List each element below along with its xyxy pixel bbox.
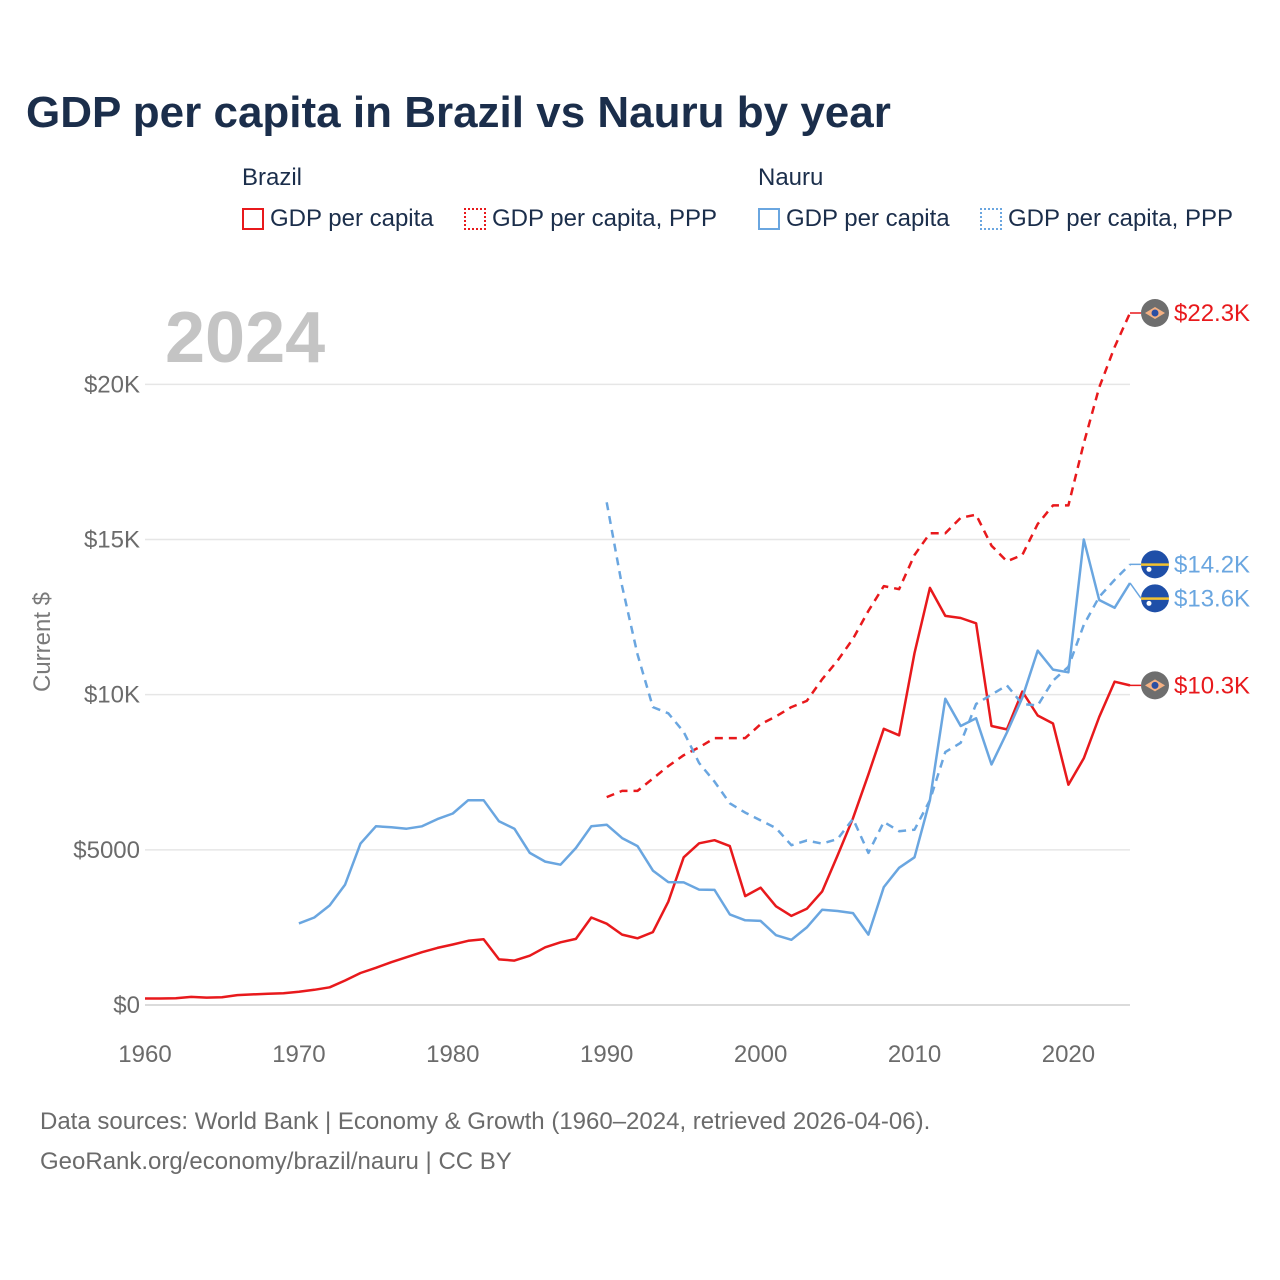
credit-line: GeoRank.org/economy/brazil/nauru | CC BY: [40, 1148, 512, 1175]
source-line: Data sources: World Bank | Economy & Gro…: [40, 1108, 931, 1135]
legend-item-nauru-gdp-ppp[interactable]: GDP per capita, PPP: [980, 204, 1233, 234]
legend-label: GDP per capita: [270, 205, 434, 232]
chart-title: GDP per capita in Brazil vs Nauru by yea…: [26, 88, 891, 137]
x-tick-label: 1960: [118, 1041, 171, 1068]
grid-layer: $0 $5000 $10K $15K $20K 1960 1970 1980 1990 2000 2…: [73, 371, 1130, 1068]
y-tick-label: $20K: [84, 371, 140, 398]
legend-item-brazil-gdp-ppp[interactable]: GDP per capita, PPP: [464, 204, 717, 234]
end-value-label: $10.3K: [1174, 672, 1250, 699]
series-line-1[interactable]: [606, 312, 1132, 799]
end-value-label: $14.2K: [1174, 551, 1250, 578]
series-line-3[interactable]: [605, 502, 1131, 855]
series-line-2[interactable]: [298, 538, 1132, 942]
legend-label: GDP per capita: [786, 205, 950, 232]
y-tick-label: $5000: [73, 837, 140, 864]
series-line-0[interactable]: [145, 586, 1131, 1000]
x-tick-label: 2010: [888, 1041, 941, 1068]
x-tick-label: 2000: [734, 1041, 787, 1068]
x-tick-label: 2020: [1042, 1041, 1095, 1068]
x-tick-label: 1980: [426, 1041, 479, 1068]
x-tick-label: 1990: [580, 1041, 633, 1068]
year-watermark: 2024: [165, 298, 325, 378]
legend-group-brazil: Brazil: [242, 164, 303, 191]
legend-swatch-solid-blue: [758, 208, 780, 230]
y-tick-label: $10K: [84, 682, 140, 709]
legend-item-nauru-gdp[interactable]: GDP per capita: [758, 204, 950, 234]
legend-swatch-solid-red: [242, 208, 264, 230]
legend-group-nauru: Nauru: [758, 164, 824, 191]
end-connector: [1129, 582, 1142, 599]
end-value-label: $13.6K: [1174, 585, 1250, 612]
legend-label: GDP per capita, PPP: [492, 205, 717, 232]
legend-label: GDP per capita, PPP: [1008, 205, 1233, 232]
end-value-label: $22.3K: [1174, 300, 1250, 327]
legend-swatch-dotted-blue: [980, 208, 1002, 230]
y-tick-label: $0: [113, 992, 140, 1019]
legend-swatch-dotted-red: [464, 208, 486, 230]
y-axis-label: Current $: [29, 592, 56, 692]
nauru-flag-icon: [1141, 584, 1169, 613]
brazil-flag-icon: [1141, 299, 1169, 327]
x-tick-label: 1970: [272, 1041, 325, 1068]
y-tick-label: $15K: [84, 527, 140, 554]
brazil-flag-icon: [1141, 671, 1169, 700]
legend-item-brazil-gdp[interactable]: GDP per capita: [242, 204, 434, 234]
end-marker-layer: $22.3K $14.2K $13.6K $10.3K: [1129, 299, 1250, 700]
series-layer: [145, 312, 1132, 1000]
nauru-flag-icon: [1141, 550, 1169, 579]
